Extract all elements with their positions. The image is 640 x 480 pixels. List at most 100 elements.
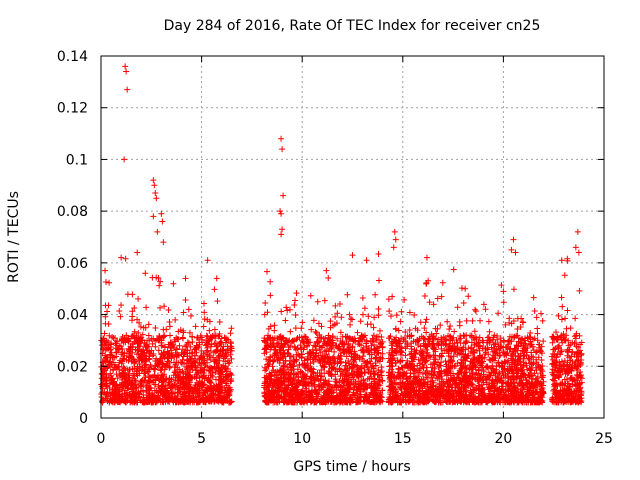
data-point [218, 341, 225, 348]
data-point [338, 314, 345, 321]
data-point [182, 297, 189, 304]
data-point [219, 351, 226, 358]
data-point [126, 347, 133, 354]
data-point [139, 398, 146, 405]
data-point [136, 394, 143, 401]
data-point [200, 300, 207, 307]
data-point [149, 340, 156, 347]
data-point [130, 360, 137, 367]
data-point [102, 352, 109, 359]
data-point [215, 361, 222, 368]
data-point [165, 382, 172, 389]
data-point [116, 342, 123, 349]
data-point [500, 288, 507, 295]
data-point [213, 347, 220, 354]
data-point [139, 351, 146, 358]
data-point [299, 319, 306, 326]
data-point [143, 389, 150, 396]
data-point [534, 325, 541, 332]
data-point [205, 368, 212, 375]
data-point [189, 374, 196, 381]
data-point [191, 359, 198, 366]
data-point [201, 316, 208, 323]
data-point [371, 341, 378, 348]
data-point [139, 353, 146, 360]
data-point [267, 278, 274, 285]
data-point [227, 344, 234, 351]
data-point [184, 365, 191, 372]
data-point [170, 280, 177, 287]
data-point [199, 379, 206, 386]
data-point [332, 302, 339, 309]
data-point [224, 366, 231, 373]
data-point [183, 347, 190, 354]
data-point [457, 340, 464, 347]
data-point [154, 394, 161, 401]
data-point [177, 380, 184, 387]
data-point [135, 394, 142, 401]
data-point [107, 370, 114, 377]
data-point [293, 290, 300, 297]
data-point [531, 308, 538, 315]
data-point [166, 332, 173, 339]
data-point [193, 345, 200, 352]
data-point [206, 377, 213, 384]
data-point [173, 334, 180, 341]
data-point [538, 356, 545, 363]
data-point [202, 392, 209, 399]
data-point [187, 385, 194, 392]
data-point [181, 350, 188, 357]
data-point [128, 317, 135, 324]
data-point [216, 318, 223, 325]
data-point [219, 369, 226, 376]
data-point [223, 380, 230, 387]
data-point [197, 397, 204, 404]
data-point [154, 374, 161, 381]
data-point [148, 336, 155, 343]
data-point [224, 357, 231, 364]
data-point [181, 390, 188, 397]
data-point [122, 387, 129, 394]
data-point [349, 316, 356, 323]
data-point [398, 308, 405, 315]
data-point [298, 325, 305, 332]
data-point [218, 368, 225, 375]
data-point [331, 348, 338, 355]
data-point [102, 358, 109, 365]
data-point [393, 312, 400, 319]
data-point [123, 332, 130, 339]
data-point [179, 334, 186, 341]
data-point [133, 399, 140, 406]
data-point [169, 383, 176, 390]
data-point [559, 303, 566, 310]
data-point [121, 350, 128, 357]
data-point [129, 384, 136, 391]
data-point [346, 311, 353, 318]
data-point [157, 278, 164, 285]
data-point [107, 343, 114, 350]
data-point [365, 313, 372, 320]
data-point [122, 339, 129, 346]
data-point [207, 348, 214, 355]
data-point [263, 268, 270, 275]
data-point [196, 385, 203, 392]
data-point [146, 396, 153, 403]
data-point [454, 304, 461, 311]
data-point [113, 371, 120, 378]
data-point [174, 386, 181, 393]
data-point [103, 278, 110, 285]
data-point [166, 398, 173, 405]
data-point [189, 333, 196, 340]
data-point [160, 326, 167, 333]
data-point [439, 279, 446, 286]
data-point [471, 328, 478, 335]
data-point [131, 305, 138, 312]
data-point [204, 351, 211, 358]
data-point [180, 309, 187, 316]
data-point [209, 373, 216, 380]
data-point [363, 385, 370, 392]
data-point [379, 387, 386, 394]
data-point [422, 319, 429, 326]
data-point [172, 316, 179, 323]
data-point [119, 370, 126, 377]
